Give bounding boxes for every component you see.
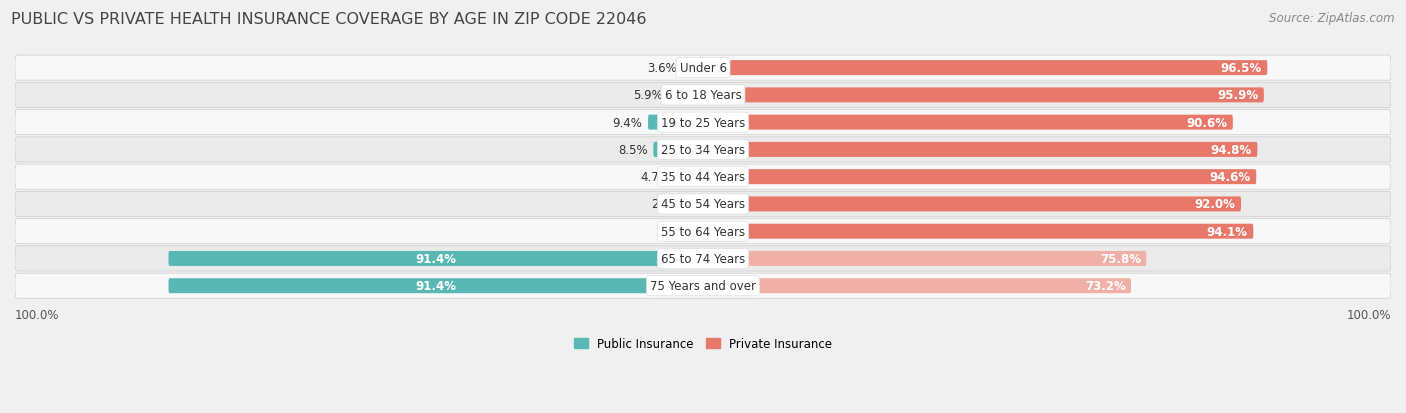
FancyBboxPatch shape: [648, 115, 703, 131]
FancyBboxPatch shape: [668, 88, 703, 103]
Text: 95.9%: 95.9%: [1218, 89, 1258, 102]
Text: 94.6%: 94.6%: [1209, 171, 1251, 184]
FancyBboxPatch shape: [703, 278, 1130, 294]
FancyBboxPatch shape: [15, 56, 1391, 81]
FancyBboxPatch shape: [682, 61, 703, 76]
FancyBboxPatch shape: [675, 170, 703, 185]
Text: PUBLIC VS PRIVATE HEALTH INSURANCE COVERAGE BY AGE IN ZIP CODE 22046: PUBLIC VS PRIVATE HEALTH INSURANCE COVER…: [11, 12, 647, 27]
FancyBboxPatch shape: [703, 142, 1257, 157]
FancyBboxPatch shape: [695, 224, 703, 239]
Text: 91.4%: 91.4%: [415, 280, 456, 292]
Text: 94.8%: 94.8%: [1211, 144, 1251, 157]
Text: 9.4%: 9.4%: [613, 116, 643, 129]
Text: 55 to 64 Years: 55 to 64 Years: [661, 225, 745, 238]
FancyBboxPatch shape: [15, 246, 1391, 271]
Text: 73.2%: 73.2%: [1085, 280, 1126, 292]
FancyBboxPatch shape: [686, 197, 703, 212]
FancyBboxPatch shape: [703, 170, 1256, 185]
FancyBboxPatch shape: [169, 252, 703, 266]
Text: 25 to 34 Years: 25 to 34 Years: [661, 144, 745, 157]
Text: 75 Years and over: 75 Years and over: [650, 280, 756, 292]
FancyBboxPatch shape: [15, 83, 1391, 108]
Text: Source: ZipAtlas.com: Source: ZipAtlas.com: [1270, 12, 1395, 25]
Text: 94.1%: 94.1%: [1206, 225, 1247, 238]
FancyBboxPatch shape: [15, 165, 1391, 190]
Text: 2.8%: 2.8%: [651, 198, 681, 211]
Text: 45 to 54 Years: 45 to 54 Years: [661, 198, 745, 211]
FancyBboxPatch shape: [703, 61, 1267, 76]
Text: 6 to 18 Years: 6 to 18 Years: [665, 89, 741, 102]
FancyBboxPatch shape: [654, 142, 703, 157]
Text: 100.0%: 100.0%: [15, 308, 59, 321]
Text: 100.0%: 100.0%: [1347, 308, 1391, 321]
FancyBboxPatch shape: [15, 138, 1391, 163]
Text: 3.6%: 3.6%: [647, 62, 676, 75]
FancyBboxPatch shape: [169, 278, 703, 294]
FancyBboxPatch shape: [703, 197, 1241, 212]
FancyBboxPatch shape: [703, 224, 1253, 239]
Legend: Public Insurance, Private Insurance: Public Insurance, Private Insurance: [569, 332, 837, 355]
Text: 5.9%: 5.9%: [633, 89, 664, 102]
Text: 75.8%: 75.8%: [1099, 252, 1140, 265]
Text: 35 to 44 Years: 35 to 44 Years: [661, 171, 745, 184]
Text: 90.6%: 90.6%: [1187, 116, 1227, 129]
Text: Under 6: Under 6: [679, 62, 727, 75]
FancyBboxPatch shape: [703, 252, 1146, 266]
Text: 91.4%: 91.4%: [415, 252, 456, 265]
Text: 1.4%: 1.4%: [659, 225, 689, 238]
FancyBboxPatch shape: [15, 273, 1391, 299]
Text: 8.5%: 8.5%: [619, 144, 648, 157]
Text: 65 to 74 Years: 65 to 74 Years: [661, 252, 745, 265]
FancyBboxPatch shape: [703, 88, 1264, 103]
Text: 19 to 25 Years: 19 to 25 Years: [661, 116, 745, 129]
Text: 92.0%: 92.0%: [1195, 198, 1236, 211]
FancyBboxPatch shape: [15, 219, 1391, 244]
Text: 96.5%: 96.5%: [1220, 62, 1261, 75]
Text: 4.7%: 4.7%: [640, 171, 671, 184]
FancyBboxPatch shape: [15, 192, 1391, 217]
FancyBboxPatch shape: [703, 115, 1233, 131]
FancyBboxPatch shape: [15, 110, 1391, 135]
